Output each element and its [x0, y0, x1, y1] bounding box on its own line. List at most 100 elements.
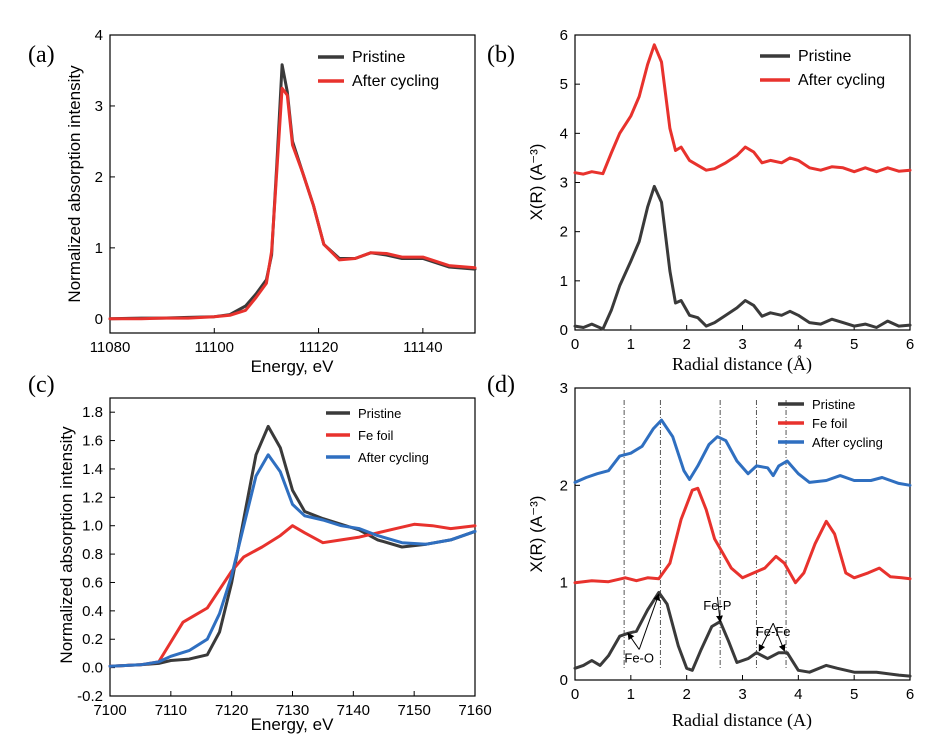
annotation-arrow: [627, 632, 640, 650]
panel-c: (c) 7100 7110 7120 7130 7140 7150 7160 -0.2 0.0 0…: [28, 372, 492, 734]
annotation-arrow: [716, 596, 723, 623]
series-line: [108, 522, 477, 668]
x-tick-label: 7150: [397, 702, 430, 719]
legend-label: After cycling: [352, 73, 439, 90]
series-line: [573, 418, 912, 487]
x-tick-label: 7140: [337, 702, 370, 719]
x-tick-label: 7130: [276, 702, 309, 719]
y-axis-label: Normalized absorption intensity: [65, 65, 84, 303]
series-line: [108, 424, 477, 668]
y-tick-label: 1.4: [82, 461, 103, 478]
y-tick-label: 0.2: [82, 631, 103, 648]
panel-a: (a) 11080 11100 11120 11140 0 1 2 3 4 Pristine Af…: [28, 27, 477, 376]
x-tick-label: 5: [850, 686, 858, 703]
panel-b: (b) 0 1 2 3 4 5 6 0 1 2 3 4 5 6 Pristine After cycling…: [487, 27, 914, 375]
annotation-arrow: [638, 593, 661, 650]
legend: Pristine Fe foil After cycling: [326, 406, 429, 465]
y-tick-label: 3: [95, 98, 103, 115]
legend-label: Fe foil: [812, 416, 848, 431]
y-tick-label: 5: [560, 76, 568, 93]
x-axis-label: Radial distance (Å): [672, 354, 812, 375]
annotations: Fe-O Fe-P Fe-Fe: [624, 593, 791, 665]
y-tick-label: 0: [95, 311, 103, 328]
x-tick-label: 2: [682, 336, 690, 353]
series-line: [573, 486, 912, 585]
x-axis-label: Energy, eV: [251, 715, 335, 734]
y-tick-label: 2: [560, 477, 568, 494]
x-tick-label: 6: [906, 336, 914, 353]
y-tick-label: 0.6: [82, 574, 103, 591]
plot-frame: [574, 387, 911, 681]
reference-lines: [623, 400, 787, 668]
x-tick-label: 4: [794, 686, 802, 703]
plot-frame: [109, 34, 476, 334]
series-line: [108, 453, 477, 668]
x-tick-label: 1: [627, 686, 635, 703]
y-tick-label: 1.0: [82, 518, 103, 535]
y-tick-label: 0.8: [82, 546, 103, 563]
y-axis-label: X(R) (A⁻³): [527, 144, 546, 221]
panel-label: (b): [487, 42, 515, 68]
annotation-arrow: [772, 623, 786, 652]
y-tick-label: 1: [560, 575, 568, 592]
y-tick-label: 1: [95, 240, 103, 257]
series-line: [108, 63, 477, 321]
y-tick-label: 3: [560, 380, 568, 397]
panel-label: (d): [487, 372, 515, 398]
axes: 0 1 2 3 4 5 6 0 1 2 3: [560, 380, 915, 703]
y-tick-label: 4: [560, 125, 568, 142]
annotation-label: Fe-P: [703, 598, 731, 613]
series-layer: [108, 424, 477, 668]
x-tick-label: 4: [794, 336, 802, 353]
x-tick-label: 7120: [215, 702, 248, 719]
x-tick-label: 11120: [299, 339, 339, 356]
axes: 7100 7110 7120 7130 7140 7150 7160 -0.2 0.0 0.2 0.…: [77, 404, 492, 719]
legend-label: Pristine: [812, 397, 855, 412]
x-tick-label: 11100: [195, 339, 235, 356]
series-line: [108, 86, 477, 321]
x-tick-label: 11140: [403, 339, 443, 356]
legend-label: Pristine: [798, 48, 851, 65]
y-tick-label: 1.2: [82, 489, 103, 506]
x-axis-label: Energy, eV: [251, 357, 335, 376]
y-tick-label: 0.4: [82, 603, 103, 620]
annotation-label: Fe-Fe: [756, 624, 791, 639]
y-tick-label: 0: [560, 672, 568, 689]
x-tick-label: 7110: [155, 702, 187, 719]
x-tick-label: 7160: [458, 702, 491, 719]
series-layer: [573, 418, 912, 678]
legend-label: Pristine: [352, 49, 405, 66]
annotation-arrow: [758, 622, 774, 652]
annotation-label: Fe-O: [624, 650, 654, 665]
x-axis-label: Radial distance (A): [672, 710, 812, 731]
y-tick-label: 1.8: [82, 404, 103, 421]
legend: Pristine After cycling: [760, 48, 885, 89]
y-tick-label: 2: [560, 224, 568, 241]
x-tick-label: 6: [906, 686, 914, 703]
y-axis-label: Normalized absorption intensity: [57, 426, 76, 664]
legend-label: Pristine: [358, 406, 401, 421]
y-tick-label: 1.6: [82, 433, 103, 450]
y-tick-label: -0.2: [77, 688, 103, 705]
y-tick-label: 2: [95, 169, 103, 186]
x-tick-label: 0: [571, 336, 579, 353]
x-tick-label: 3: [738, 686, 746, 703]
y-tick-label: 6: [560, 27, 568, 44]
x-tick-label: 5: [850, 336, 858, 353]
legend-label: After cycling: [358, 450, 429, 465]
y-tick-label: 4: [95, 27, 103, 44]
x-tick-label: 1: [627, 336, 635, 353]
y-tick-label: 3: [560, 175, 568, 192]
y-tick-label: 0.0: [82, 660, 103, 677]
series-line: [573, 590, 912, 678]
y-tick-label: 1: [560, 273, 568, 290]
x-tick-label: 3: [738, 336, 746, 353]
x-tick-label: 0: [571, 686, 579, 703]
x-tick-label: 2: [682, 686, 690, 703]
panel-label: (c): [28, 372, 55, 398]
series-line: [573, 43, 912, 176]
legend-label: After cycling: [812, 435, 883, 450]
x-tick-label: 7100: [93, 702, 126, 719]
series-layer: [573, 43, 912, 331]
